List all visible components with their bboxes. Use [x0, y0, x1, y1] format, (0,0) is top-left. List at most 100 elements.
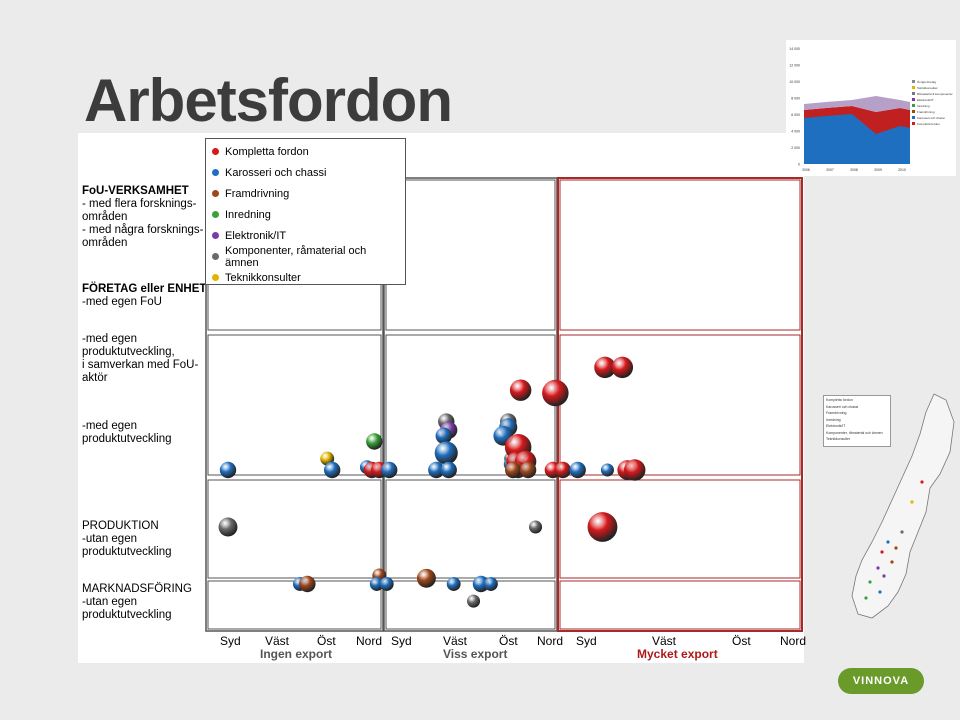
- legend-marker-icon: [212, 253, 219, 260]
- mini-legend-marker: [912, 110, 915, 113]
- legend-item: Elektronik/IT: [212, 225, 399, 246]
- mini-y-tick: 2 000: [791, 146, 800, 150]
- bubble-point: [416, 568, 436, 588]
- bubble-point: [218, 517, 238, 537]
- row-label-line: PRODUKTION: [82, 520, 159, 532]
- row-label: -med egen produktutveckling: [82, 420, 172, 446]
- bubble-point: [554, 461, 571, 479]
- mini-x-tick: 2010: [898, 168, 906, 172]
- matrix-cell: [559, 179, 801, 331]
- map-dot: [900, 530, 904, 534]
- export-group-frame: [383, 177, 558, 632]
- mini-y-tick: 8 000: [791, 97, 800, 101]
- x-tick-label: Nord: [780, 634, 807, 648]
- export-group-frame: [557, 177, 803, 632]
- x-tick-label: Öst: [317, 634, 336, 648]
- legend-marker-icon: [212, 169, 219, 176]
- x-tick-label: Väst: [265, 634, 290, 648]
- bubble-point: [569, 461, 586, 479]
- group-label: Ingen export: [260, 647, 333, 661]
- mini-x-tick: 2009: [874, 168, 882, 172]
- legend-item: Framdrivning: [212, 183, 399, 204]
- mini-y-tick: 12 000: [789, 64, 800, 68]
- bubble-point: [505, 461, 522, 479]
- mini-legend-marker: [912, 98, 915, 101]
- x-tick-label: Öst: [499, 634, 518, 648]
- row-label-line: FÖRETAG eller ENHET: [82, 283, 207, 295]
- row-label-line: områden: [82, 237, 128, 249]
- row-label-line: -utan egen: [82, 596, 137, 608]
- legend-label: Teknikkonsulter: [225, 271, 301, 284]
- row-label-line: -med egen FoU: [82, 296, 162, 308]
- row-label: PRODUKTION -utan egen produktutveckling: [82, 520, 172, 559]
- matrix-cell: [559, 479, 801, 579]
- x-tick-label: Syd: [220, 634, 241, 648]
- mini-x-tick: 2006: [802, 168, 810, 172]
- bubble-point: [219, 461, 237, 479]
- mini-area-blue: [804, 114, 910, 164]
- group-label: Viss export: [443, 647, 508, 661]
- bubble-point: [509, 379, 532, 401]
- x-tick-label: Nord: [356, 634, 383, 648]
- map-dot: [920, 480, 924, 484]
- row-label-line: - med flera forsknings-: [82, 198, 197, 210]
- bubble-point: [519, 461, 537, 479]
- mini-area-chart: 0 2 000 4 000 6 000 8 000 10 000 12 000 14 000 2…: [786, 40, 956, 176]
- bubble-point: [587, 512, 618, 542]
- row-label: FoU-VERKSAMHET - med flera forsknings-omr…: [82, 185, 203, 250]
- bubble-point: [379, 577, 394, 591]
- matrix-cell: [385, 479, 556, 579]
- bubble-point: [594, 356, 616, 379]
- mini-legend-marker: [912, 80, 915, 83]
- map-legend: Kompletta fordon Karosseri och chassi Fram…: [823, 395, 891, 447]
- map-legend-item: Karosseri och chassi: [826, 404, 859, 409]
- x-tick-label: Syd: [391, 634, 412, 648]
- row-label-line: områden: [82, 211, 128, 223]
- sweden-map-thumbnail: [851, 393, 955, 619]
- legend-label: Komponenter, råmaterial och ämnen: [225, 244, 367, 269]
- matrix-cell: [559, 580, 801, 630]
- bubble-point: [542, 379, 569, 407]
- map-legend-item: Elektronik/IT: [826, 424, 846, 428]
- mini-legend-label: Råmaterial & komponenter: [917, 92, 953, 96]
- legend-label: Framdrivning: [225, 187, 290, 200]
- row-label-line: i samverkan med FoU-: [82, 359, 199, 371]
- map-dot: [878, 590, 882, 594]
- row-label: MARKNADSFÖRING -utan egen produktutvecklin…: [82, 583, 192, 622]
- x-tick-label: Öst: [732, 634, 751, 648]
- map-dot: [876, 566, 880, 570]
- row-label-line: -utan egen: [82, 533, 137, 545]
- map-legend-item: Kompletta fordon: [826, 398, 853, 402]
- mini-legend-marker: [912, 92, 915, 95]
- mini-area-top: [804, 96, 910, 112]
- matrix-cell: [207, 479, 382, 579]
- mini-legend-label: Framdrivning: [917, 110, 935, 114]
- row-label-line: aktör: [82, 372, 108, 384]
- row-label-line: MARKNADSFÖRING: [82, 583, 192, 595]
- mini-legend-marker: [912, 86, 915, 89]
- map-legend-item: Inredning: [826, 417, 841, 422]
- map-dot: [864, 596, 868, 600]
- bubble-point: [472, 575, 490, 593]
- bubble-point: [369, 577, 384, 591]
- mini-x-tick: 2008: [850, 168, 858, 172]
- mini-legend-marker: [912, 104, 915, 107]
- mini-x-tick: 2007: [826, 168, 834, 172]
- legend-item: Komponenter, råmaterial och ämnen: [212, 244, 399, 269]
- map-dot: [868, 580, 872, 584]
- mini-y-tick: 4 000: [791, 130, 800, 134]
- mini-y-tick: 0: [798, 163, 800, 167]
- map-legend-item: Komponenter, råmaterial och ämnen: [826, 430, 883, 435]
- bubble-point: [446, 577, 461, 591]
- matrix-cell: [207, 334, 382, 476]
- vinnova-logo: VINNOVA: [838, 668, 924, 694]
- row-label-line: produktutveckling: [82, 609, 172, 621]
- mini-legend-label: Teknikkonsulter: [917, 86, 938, 90]
- bubble-point: [467, 594, 481, 608]
- x-tick-label: Syd: [576, 634, 597, 648]
- legend-label: Kompletta fordon: [225, 145, 309, 158]
- map-dot: [886, 540, 890, 544]
- map-dot: [882, 574, 886, 578]
- mini-legend-label: Elektronik/IT: [917, 98, 934, 102]
- legend-marker-icon: [212, 148, 219, 155]
